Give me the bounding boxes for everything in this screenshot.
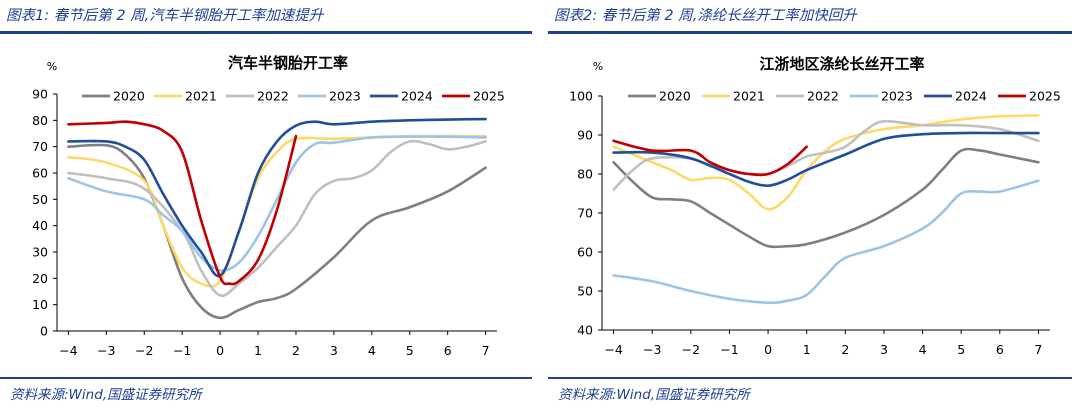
x-tick-label: 1 (254, 343, 262, 358)
caption-rule (0, 31, 532, 34)
legend-label-2024: 2024 (401, 89, 433, 104)
chart-polyester-operating-rate: 江浙地区涤纶长丝开工率% 40 50 60 70 80 90 100 −4 −3 −2 −1 0 1 2 3 4… (569, 55, 1061, 357)
x-tick-label: 0 (216, 343, 224, 358)
series-line-2021 (612, 114, 1040, 211)
legend-label-2024: 2024 (955, 89, 987, 104)
series-line-2024 (67, 117, 487, 278)
y-tick-label: 60 (577, 245, 593, 260)
y-tick-label: 70 (577, 206, 593, 221)
series-line-2020 (612, 147, 1040, 249)
x-tick-label: −3 (643, 342, 661, 357)
x-tick-label: 1 (803, 342, 811, 357)
y-tick-label: 90 (577, 128, 593, 143)
x-tick-label: 7 (482, 343, 490, 358)
x-tick-label: 6 (444, 343, 452, 358)
chart-tire-operating-rate: 汽车半钢胎开工率% 0 10 20 30 40 50 60 70 80 90 −4 −3 −2 −1 0 1 2 3… (32, 54, 505, 358)
chart-title: 汽车半钢胎开工率 (228, 54, 348, 72)
y-tick-label: 100 (569, 89, 593, 104)
legend-label-2025: 2025 (473, 89, 505, 104)
series-line-2022 (67, 139, 487, 298)
figure-caption: 图表2: 春节后第 2 周,涤纶长丝开工率加快回升 (554, 8, 857, 24)
x-tick-label: 5 (406, 343, 414, 358)
x-tick-label: −4 (604, 342, 622, 357)
y-tick-label: 40 (32, 218, 48, 233)
series-line-2023 (612, 179, 1040, 305)
x-tick-label: 0 (764, 342, 772, 357)
legend-label-2025: 2025 (1029, 89, 1061, 104)
y-tick-label: 80 (32, 113, 48, 128)
legend-label-2020: 2020 (659, 89, 691, 104)
x-tick-label: 2 (292, 343, 300, 358)
source-note: 资料来源:Wind,国盛证券研究所 (558, 387, 750, 403)
x-tick-label: −2 (682, 342, 700, 357)
figure-panel-left: 图表1: 春节后第 2 周,汽车半钢胎开工率加速提升 汽车半钢胎开工率% 0 10 2… (0, 8, 532, 403)
x-tick-label: 4 (919, 342, 927, 357)
y-tick-label: 20 (32, 271, 48, 286)
y-tick-label: 50 (577, 284, 593, 299)
series-line-2020 (67, 143, 487, 320)
y-tick-label: 50 (32, 192, 48, 207)
x-tick-label: 3 (880, 342, 888, 357)
y-tick-label: 40 (577, 323, 593, 338)
x-tick-label: 5 (957, 342, 965, 357)
legend-label-2021: 2021 (185, 89, 217, 104)
series-line-2023 (67, 135, 487, 272)
x-tick-label: 4 (368, 343, 376, 358)
x-tick-label: 2 (841, 342, 849, 357)
y-tick-label: 70 (32, 139, 48, 154)
source-rule (0, 377, 532, 379)
x-tick-label: 6 (996, 342, 1004, 357)
legend-label-2023: 2023 (881, 89, 913, 104)
source-rule (548, 377, 1072, 379)
figure-caption: 图表1: 春节后第 2 周,汽车半钢胎开工率加速提升 (6, 8, 324, 24)
legend-label-2020: 2020 (113, 89, 145, 104)
x-tick-label: 7 (1034, 342, 1042, 357)
x-tick-label: −2 (135, 343, 153, 358)
source-note: 资料来源:Wind,国盛证券研究所 (10, 387, 202, 403)
y-tick-label: 30 (32, 245, 48, 260)
series-line-2025 (67, 120, 298, 286)
caption-rule (548, 31, 1072, 34)
y-tick-label: 90 (32, 87, 48, 102)
figure-panel-right: 图表2: 春节后第 2 周,涤纶长丝开工率加快回升 江浙地区涤纶长丝开工率% 40… (548, 0, 1080, 407)
y-axis-unit: % (593, 60, 603, 73)
series-line-2024 (612, 131, 1040, 188)
y-tick-label: 10 (32, 297, 48, 312)
x-tick-label: 3 (330, 343, 338, 358)
x-tick-label: −1 (720, 342, 738, 357)
x-tick-label: −1 (173, 343, 191, 358)
x-tick-label: −3 (97, 343, 115, 358)
y-axis-unit: % (47, 60, 57, 73)
y-tick-label: 0 (40, 324, 48, 339)
y-tick-label: 60 (32, 166, 48, 181)
x-tick-label: −4 (59, 343, 77, 358)
chart-title: 江浙地区涤纶长丝开工率 (759, 55, 924, 73)
y-tick-label: 80 (577, 167, 593, 182)
legend-label-2023: 2023 (329, 89, 361, 104)
legend-label-2022: 2022 (807, 89, 839, 104)
legend-label-2021: 2021 (733, 89, 765, 104)
series-line-2025 (612, 139, 808, 177)
legend-label-2022: 2022 (257, 89, 289, 104)
